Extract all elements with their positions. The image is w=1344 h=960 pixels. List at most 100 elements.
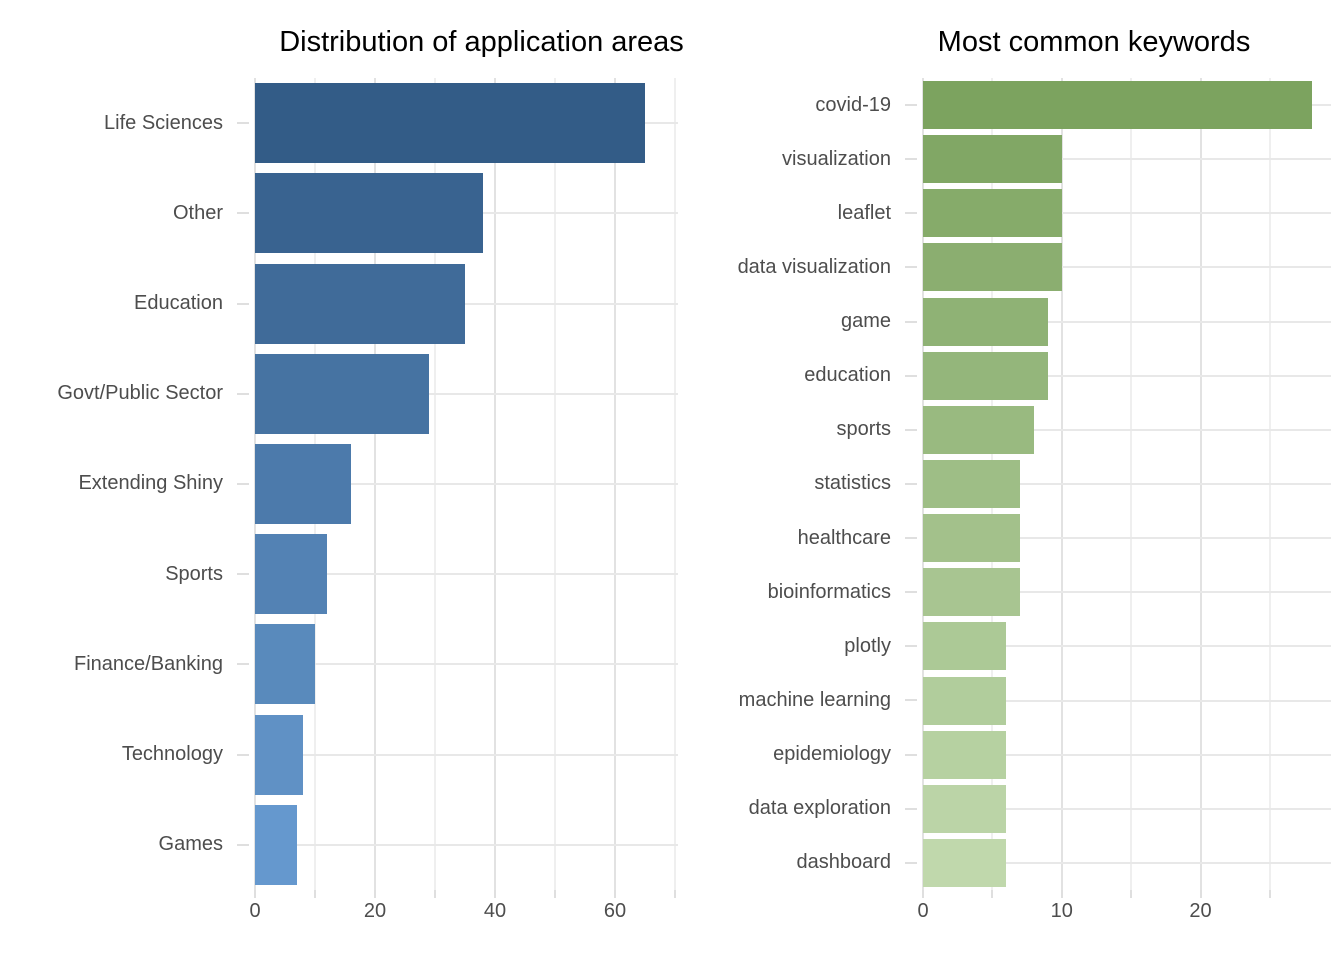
- category-label-other: Other: [172, 201, 223, 224]
- x-tick: [991, 890, 994, 898]
- y-tick: [905, 861, 917, 864]
- bar-healthcare: [923, 514, 1021, 563]
- category-label-extending-shiny: Extending Shiny: [78, 472, 223, 495]
- bar-dashboard: [923, 838, 1007, 887]
- y-tick: [237, 753, 249, 756]
- category-label-machine-learning: machine learning: [738, 688, 891, 711]
- gridline-y-healthcare: [923, 537, 1331, 540]
- category-label-epidemiology: epidemiology: [773, 743, 891, 766]
- category-label-leaflet: leaflet: [837, 201, 891, 224]
- label-row: education: [690, 349, 923, 403]
- x-tick: [1268, 890, 1271, 898]
- bar-data-visualization: [923, 243, 1062, 292]
- panel-stack: 0 20 40 60: [249, 78, 678, 930]
- x-tick: [1199, 890, 1202, 898]
- y-tick: [905, 158, 917, 161]
- label-row: sports: [690, 403, 923, 457]
- x-tick: [434, 890, 436, 898]
- y-tick: [237, 663, 249, 666]
- category-label-life-sciences: Life Sciences: [104, 111, 223, 134]
- y-tick: [237, 843, 249, 846]
- gridline-y-sports: [255, 573, 678, 576]
- category-label-govt-public-sector: Govt/Public Sector: [57, 382, 223, 405]
- x-tick-label-0: 0: [249, 900, 261, 922]
- chart-application-areas: Distribution of application areas Life S…: [0, 26, 683, 930]
- label-row: Education: [0, 258, 255, 348]
- label-row: Finance/Banking: [0, 619, 255, 709]
- y-axis-labels: Life Sciences Other Education Govt/Public S…: [0, 78, 255, 930]
- gridline-y-govt-public-sector: [255, 392, 678, 395]
- category-label-game: game: [840, 310, 891, 333]
- gridline-y-education: [255, 302, 678, 305]
- panel: [922, 78, 1331, 890]
- gridline-y-game: [923, 320, 1331, 323]
- x-axis: 0 10 20: [917, 890, 1331, 930]
- bar-other: [255, 173, 483, 254]
- gridline-y-games: [255, 843, 678, 846]
- label-row: epidemiology: [690, 728, 923, 782]
- gridline-y-data-exploration: [923, 807, 1331, 810]
- label-row: machine learning: [690, 673, 923, 727]
- bar-plotly: [923, 622, 1007, 671]
- chart-title-keywords: Most common keywords: [937, 26, 1251, 58]
- category-label-healthcare: healthcare: [797, 526, 891, 549]
- label-row: plotly: [690, 619, 923, 673]
- x-axis: 0 20 40 60: [249, 890, 678, 930]
- y-tick: [237, 212, 249, 215]
- gridline-y-leaflet: [923, 212, 1331, 215]
- label-row: bioinformatics: [690, 565, 923, 619]
- bar-game: [923, 297, 1048, 346]
- label-row: Govt/Public Sector: [0, 349, 255, 439]
- y-tick: [237, 302, 249, 305]
- bar-education: [255, 263, 465, 344]
- category-label-statistics: statistics: [814, 472, 891, 495]
- y-tick: [905, 645, 917, 648]
- gridline-y-epidemiology: [923, 753, 1331, 756]
- bar-leaflet: [923, 189, 1062, 238]
- x-tick-label-10: 10: [1050, 900, 1073, 922]
- y-tick: [237, 122, 249, 125]
- gridline-y-sports: [923, 428, 1331, 431]
- gridline-y-finance-banking: [255, 663, 678, 666]
- category-label-data-exploration: data exploration: [748, 797, 891, 820]
- category-label-games: Games: [158, 833, 223, 856]
- gridline-y-technology: [255, 753, 678, 756]
- gridline-y-bioinformatics: [923, 591, 1331, 594]
- x-tick-label-60: 60: [603, 900, 627, 922]
- bar-finance-banking: [255, 624, 315, 705]
- y-tick: [905, 266, 917, 269]
- y-axis-labels: covid-19 visualization leaflet data visuali…: [690, 78, 923, 930]
- x-tick: [614, 890, 616, 898]
- x-tick-label-20: 20: [363, 900, 387, 922]
- gridline-y-education: [923, 374, 1331, 377]
- label-row: Life Sciences: [0, 78, 255, 168]
- gridline-y-data-visualization: [923, 266, 1331, 269]
- gridline-y-dashboard: [923, 861, 1331, 864]
- bar-sports: [255, 534, 327, 615]
- label-row: Extending Shiny: [0, 439, 255, 529]
- y-tick: [905, 537, 917, 540]
- label-row: leaflet: [690, 186, 923, 240]
- category-label-covid-19: covid-19: [815, 93, 891, 116]
- bar-life-sciences: [255, 83, 645, 164]
- bar-statistics: [923, 460, 1021, 508]
- bar-visualization: [923, 135, 1062, 184]
- label-row: covid-19: [690, 78, 923, 132]
- bar-education: [923, 351, 1048, 400]
- category-label-finance-banking: Finance/Banking: [74, 652, 223, 675]
- label-row: game: [690, 295, 923, 349]
- y-tick: [905, 374, 917, 377]
- category-label-bioinformatics: bioinformatics: [767, 580, 891, 603]
- category-label-data-visualization: data visualization: [737, 255, 891, 278]
- label-row: Technology: [0, 710, 255, 800]
- bar-extending-shiny: [255, 444, 351, 524]
- x-tick: [922, 890, 924, 898]
- x-tick: [554, 890, 556, 898]
- x-tick-label-0: 0: [917, 900, 929, 922]
- y-tick: [905, 807, 917, 810]
- bar-machine-learning: [923, 676, 1007, 725]
- gridline-y-statistics: [923, 483, 1331, 485]
- label-row: Sports: [0, 529, 255, 619]
- y-tick: [905, 428, 917, 431]
- bar-data-exploration: [923, 784, 1007, 833]
